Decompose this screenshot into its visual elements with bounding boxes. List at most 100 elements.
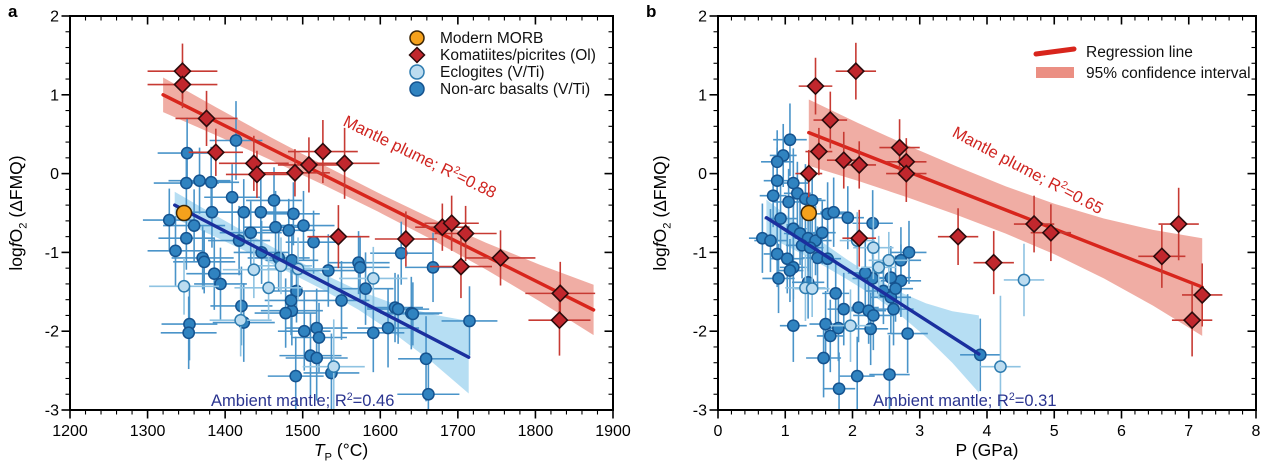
y-tick-label: 0 <box>698 166 707 183</box>
marker-circle <box>177 279 191 293</box>
marker-circle <box>884 271 898 284</box>
x-tick-label: 3 <box>915 423 924 440</box>
marker-circle <box>197 255 211 269</box>
marker-circle <box>829 287 843 300</box>
marker-circle <box>866 309 880 322</box>
marker-circle <box>187 219 201 232</box>
marker-diamond <box>850 229 869 248</box>
marker-diamond <box>984 253 1003 272</box>
plot-area-b <box>748 42 1223 411</box>
marker-diamond <box>890 138 909 157</box>
legend-item-non-arc-basalts-v-ti: Non-arc basalts (V/Ti) <box>409 81 590 98</box>
panel-letter-b: b <box>646 2 656 21</box>
marker-circle <box>883 368 896 381</box>
marker-circle <box>819 317 832 331</box>
marker-circle <box>406 307 420 321</box>
legend-swatch-band <box>1036 67 1074 78</box>
marker-circle <box>282 223 296 237</box>
marker-diamond <box>329 227 348 246</box>
regression-line-ambient-mantle <box>764 216 981 356</box>
marker-circle <box>225 190 239 204</box>
x-tick-label: 6 <box>1117 423 1126 440</box>
x-tick-label: 4 <box>983 423 992 440</box>
marker-circle <box>841 211 855 225</box>
marker-circle <box>204 175 218 189</box>
marker-diamond <box>442 214 461 233</box>
x-tick-label: 2 <box>848 423 857 440</box>
marker-diamond <box>948 227 968 246</box>
marker-diamond <box>1152 247 1171 266</box>
marker-circle <box>180 231 193 245</box>
y-tick-label: 1 <box>50 87 59 104</box>
marker-circle <box>207 267 221 281</box>
marker-diamond <box>834 151 853 170</box>
legend-marker-circle <box>409 81 425 97</box>
marker-circle <box>262 281 275 295</box>
marker-circle <box>786 319 800 333</box>
marker-circle <box>321 264 335 277</box>
marker-circle <box>175 204 193 222</box>
marker-circle <box>764 234 777 247</box>
marker-circle <box>815 226 829 240</box>
y-tick-label: -3 <box>693 403 707 420</box>
series-komatiites-picrites-ol <box>147 43 596 356</box>
marker-circle <box>391 302 405 316</box>
ci-band-mantle-plume <box>163 77 594 336</box>
panel-a: 1200 1300 1400 1500 1600 1700 1800 1900 -3 -2 -1 0 1… <box>6 2 631 464</box>
marker-circle <box>832 321 845 335</box>
legend-label: Eclogites (V/Ti) <box>440 64 545 81</box>
series-komatiites-picrites-ol <box>795 42 1223 357</box>
regression-line-mantle-plume <box>161 93 596 312</box>
marker-circle <box>366 272 380 285</box>
marker-diamond <box>313 142 333 161</box>
marker-diamond <box>396 229 416 249</box>
x-tick-label: 1200 <box>52 423 88 440</box>
legend-label: Regression line <box>1086 44 1193 61</box>
marker-circle <box>297 324 311 338</box>
legend-item-95-confidence-interval: 95% confidence interval <box>1036 65 1251 82</box>
marker-circle <box>844 319 857 333</box>
marker-diamond <box>897 164 916 183</box>
x-tick-label: 8 <box>1252 423 1261 440</box>
marker-diamond <box>1024 214 1044 234</box>
marker-circle <box>169 244 182 258</box>
marker-diamond <box>551 284 570 303</box>
marker-diamond <box>451 257 471 276</box>
legend-b: Regression line 95% confidence interval <box>1033 44 1251 82</box>
x-tick-label: 0 <box>714 423 723 440</box>
series-modern-morb <box>800 204 818 222</box>
legend-marker-diamond <box>408 46 426 64</box>
marker-circle <box>297 219 310 232</box>
marker-circle <box>772 272 785 285</box>
marker-circle <box>850 369 864 383</box>
legend-marker-circle <box>409 64 425 80</box>
marker-diamond <box>299 155 319 175</box>
marker-diamond <box>285 163 305 182</box>
marker-circle <box>889 282 902 295</box>
marker-circle <box>366 326 380 340</box>
y-axis-title-a: logfO2 (ΔFMQ) <box>6 155 30 270</box>
marker-circle <box>229 134 243 147</box>
marker-circle <box>193 174 206 188</box>
legend-item-modern-morb: Modern MORB <box>409 30 543 47</box>
marker-circle <box>327 360 341 374</box>
marker-circle <box>182 326 196 340</box>
marker-circle <box>234 313 248 327</box>
marker-circle <box>359 282 372 295</box>
legend-item-eclogites-v-ti: Eclogites (V/Ti) <box>409 64 545 81</box>
marker-diamond <box>550 311 569 330</box>
marker-circle <box>267 194 281 207</box>
series-eclogites-v-ti <box>785 212 1045 411</box>
marker-circle <box>832 382 846 396</box>
marker-circle <box>279 306 292 320</box>
marker-circle <box>353 261 367 274</box>
x-axis-title-b: P (GPa) <box>956 440 1019 460</box>
marker-diamond <box>173 75 192 94</box>
marker-circle <box>244 226 258 240</box>
regression-line-mantle-plume <box>807 130 1204 289</box>
marker-circle <box>419 352 433 366</box>
marker-circle <box>780 252 794 266</box>
